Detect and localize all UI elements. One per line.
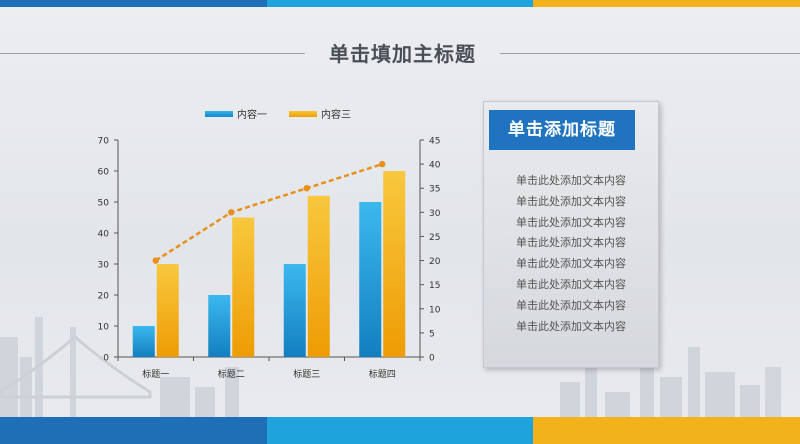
page-title[interactable]: 单击填加主标题 xyxy=(329,42,476,66)
bar-series-2[interactable] xyxy=(232,217,255,358)
panel-text-line[interactable]: 单击此处添加文本内容 xyxy=(516,215,626,229)
y-tick-label: 50 xyxy=(98,199,110,209)
legend-label: 内容三 xyxy=(321,110,351,121)
y-tick-label: 70 xyxy=(98,137,110,147)
y2-tick-label: 20 xyxy=(429,257,441,267)
panel-text-line[interactable]: 单击此处添加文本内容 xyxy=(516,257,626,271)
y2-tick-label: 45 xyxy=(429,137,440,147)
y-tick-label: 20 xyxy=(98,292,110,302)
y2-tick-label: 35 xyxy=(429,185,440,195)
y-tick-label: 30 xyxy=(98,261,110,271)
panel-heading[interactable]: 单击添加标题 xyxy=(489,110,635,150)
bar-series-1[interactable] xyxy=(359,202,382,357)
top-color-band xyxy=(0,0,800,7)
bar-series-2[interactable] xyxy=(307,195,330,357)
band-segment xyxy=(533,0,800,7)
title-bar: 单击填加主标题 xyxy=(0,36,800,70)
title-divider-right xyxy=(500,53,800,54)
y-tick-label: 40 xyxy=(98,230,110,240)
legend-swatch-blue xyxy=(205,110,233,117)
y2-tick-label: 0 xyxy=(429,354,435,364)
chart-legend: 内容一 内容三 xyxy=(205,106,351,121)
bar-series-2[interactable] xyxy=(383,171,406,357)
x-tick-label: 标题三 xyxy=(293,368,320,380)
panel-text-line[interactable]: 单击此处添加文本内容 xyxy=(516,236,626,250)
band-segment xyxy=(0,0,267,7)
panel-text-line[interactable]: 单击此处添加文本内容 xyxy=(516,298,626,312)
y-tick-label: 10 xyxy=(98,323,110,333)
line-point-marker[interactable] xyxy=(303,185,310,192)
bar-series-1[interactable] xyxy=(132,326,155,357)
y2-tick-label: 25 xyxy=(429,233,440,243)
y-tick-label: 60 xyxy=(98,168,110,178)
city-skyline-background xyxy=(0,317,781,417)
legend-item-series-1: 内容一 xyxy=(205,106,267,121)
panel-text-list: 单击此处添加文本内容 单击此处添加文本内容 单击此处添加文本内容 单击此处添加文本内容… xyxy=(484,171,658,337)
line-point-marker[interactable] xyxy=(379,160,386,168)
y2-tick-label: 40 xyxy=(429,161,441,171)
legend-swatch-orange xyxy=(289,110,317,117)
panel-text-line[interactable]: 单击此处添加文本内容 xyxy=(516,319,626,333)
bar-series-1[interactable] xyxy=(208,295,231,357)
panel-text-line[interactable]: 单击此处添加文本内容 xyxy=(516,277,626,291)
line-series-3 xyxy=(155,162,383,262)
line-point-marker[interactable] xyxy=(228,209,235,216)
bar-series-2[interactable] xyxy=(156,264,179,357)
title-divider-left xyxy=(0,53,305,54)
legend-label: 内容一 xyxy=(237,110,267,121)
panel-text-line[interactable]: 单击此处添加文本内容 xyxy=(516,174,626,187)
x-tick-label: 标题二 xyxy=(218,368,245,380)
band-segment xyxy=(0,417,267,444)
y2-tick-label: 10 xyxy=(429,305,441,315)
y2-tick-label: 5 xyxy=(429,329,435,339)
text-panel: 单击添加标题 单击此处添加文本内容 单击此处添加文本内容 单击此处添加文本内容 单击此… xyxy=(483,101,659,368)
bottom-color-band xyxy=(0,417,800,444)
band-segment xyxy=(267,417,533,444)
x-tick-label: 标题四 xyxy=(369,368,396,380)
bar-series-1[interactable] xyxy=(283,264,306,357)
line-point-marker[interactable] xyxy=(152,257,159,264)
legend-item-series-2: 内容三 xyxy=(289,106,351,121)
band-segment xyxy=(267,0,533,7)
panel-text-line[interactable]: 单击此处添加文本内容 xyxy=(516,194,626,208)
x-tick-label: 标题一 xyxy=(142,368,169,380)
band-segment xyxy=(533,417,800,444)
y2-tick-label: 30 xyxy=(429,209,441,219)
y2-tick-label: 15 xyxy=(429,281,440,291)
y-tick-label: 0 xyxy=(103,354,109,364)
